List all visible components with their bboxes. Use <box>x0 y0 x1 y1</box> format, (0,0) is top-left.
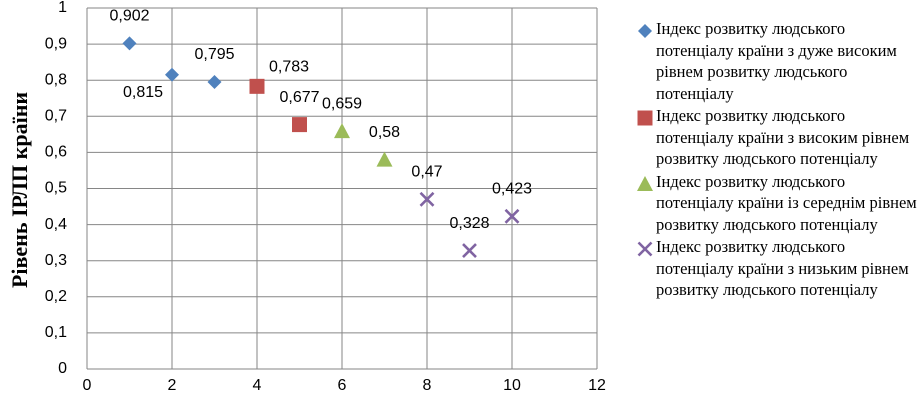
x-tick-label: 12 <box>588 377 606 394</box>
y-tick-label: 0,7 <box>45 108 67 125</box>
y-tick-label: 0,8 <box>45 71 67 88</box>
y-tick-label: 1 <box>58 0 67 16</box>
y-tick-label: 0,2 <box>45 288 67 305</box>
legend-entry: Індекс розвитку людського потенціалу кра… <box>636 236 920 301</box>
data-point <box>165 67 179 82</box>
data-point <box>207 75 222 90</box>
data-label: 0,677 <box>279 89 319 106</box>
legend-marker <box>637 241 653 257</box>
data-point <box>249 78 265 94</box>
legend-label: Індекс розвитку людського потенціалу кра… <box>656 106 910 168</box>
y-tick-label: 0,1 <box>45 324 67 341</box>
data-label: 0,783 <box>269 59 309 76</box>
data-point <box>122 36 137 51</box>
x-tick-label: 0 <box>83 377 92 394</box>
legend-symbol <box>637 175 653 191</box>
y-tick-label: 0,9 <box>45 35 67 52</box>
legend-label: Індекс розвитку людського потенціалу кра… <box>656 19 897 103</box>
y-tick-label: 0,6 <box>45 144 67 161</box>
data-point <box>419 191 435 207</box>
y-axis-label: Рівень ІРЛП країни <box>7 92 32 288</box>
legend-entry: Індекс розвитку людського потенціалу кра… <box>636 105 920 170</box>
x-tick-label: 4 <box>253 377 262 394</box>
y-tick-label: 0,4 <box>45 216 67 233</box>
data-point <box>334 123 350 139</box>
legend-marker <box>638 24 652 38</box>
y-tick-label: 0 <box>58 360 67 377</box>
data-point <box>292 117 307 133</box>
data-label: 0,902 <box>109 8 149 25</box>
legend-symbol <box>637 110 653 126</box>
x-tick-label: 8 <box>423 377 432 394</box>
data-label: 0,815 <box>123 84 163 101</box>
data-label: 0,47 <box>411 164 442 181</box>
data-label: 0,659 <box>322 95 362 112</box>
legend-marker <box>637 110 653 126</box>
legend: Індекс розвитку людського потенціалу кра… <box>636 18 920 302</box>
y-tick-label: 0,3 <box>45 252 67 269</box>
data-label: 0,423 <box>492 181 532 198</box>
data-label: 0,58 <box>369 124 400 141</box>
data-point <box>504 208 520 224</box>
data-point <box>462 243 477 259</box>
legend-label: Індекс розвитку людського потенціалу кра… <box>656 171 917 234</box>
legend-entry: Індекс розвитку людського потенціалу кра… <box>636 171 920 236</box>
legend-symbol <box>638 24 652 38</box>
x-tick-label: 10 <box>503 377 521 394</box>
legend-label: Індекс розвитку людського потенціалу кра… <box>656 237 909 299</box>
data-label: 0,795 <box>194 46 234 63</box>
data-label: 0,328 <box>449 215 489 232</box>
x-tick-label: 6 <box>338 377 347 394</box>
legend-entry: Індекс розвитку людського потенціалу кра… <box>636 18 920 104</box>
legend-symbol <box>637 241 653 257</box>
y-tick-label: 0,5 <box>45 180 67 197</box>
x-tick-label: 2 <box>168 377 177 394</box>
data-point <box>376 151 393 167</box>
legend-marker <box>637 175 653 191</box>
